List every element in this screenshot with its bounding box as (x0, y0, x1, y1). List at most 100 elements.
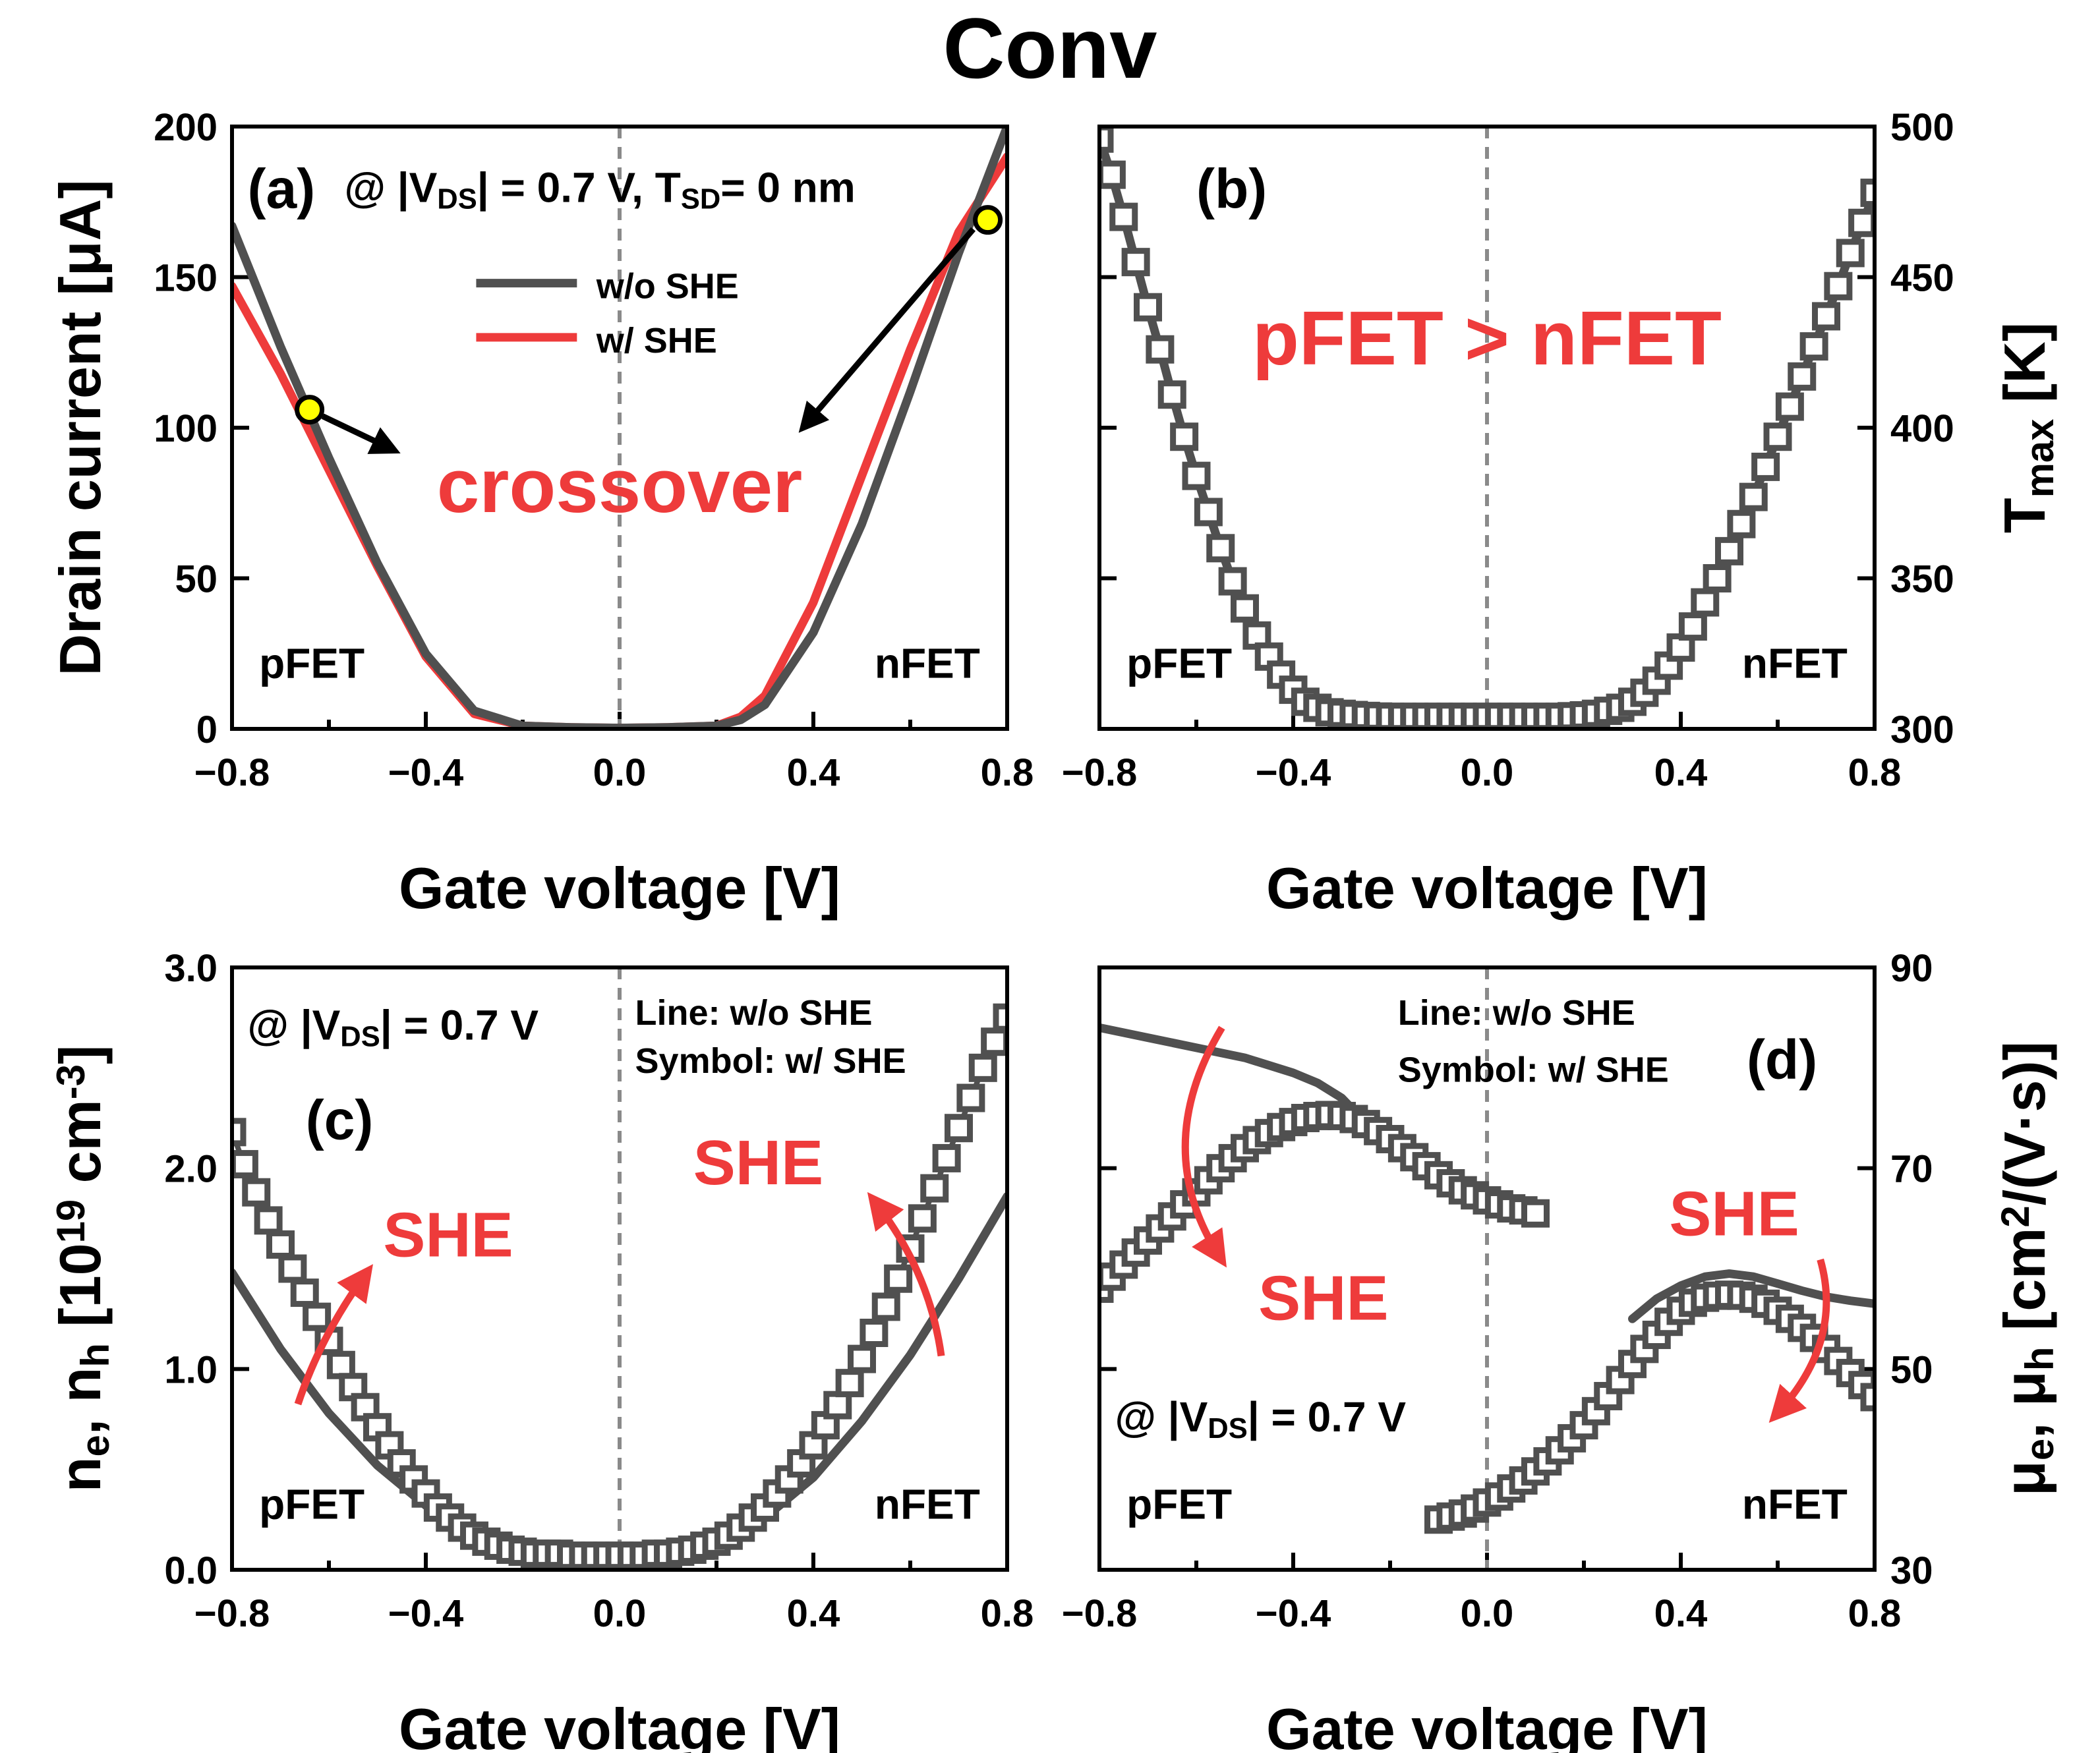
plot-area (1099, 127, 1875, 729)
panel-a: −0.8 −0.4 0.0 0.4 0.8 0 50 100 150 200 Gate voltag… (47, 106, 1034, 921)
x-tick-label: 0.0 (1461, 751, 1514, 794)
crossover-point (295, 395, 325, 425)
plot-frame (1097, 125, 1877, 731)
panel-c: −0.8 −0.4 0.0 0.4 0.8 0.0 1.0 2.0 3.0 Gate voltag… (47, 947, 1034, 1753)
panel-label: (a) (248, 158, 316, 219)
series-marker-w-she (290, 1279, 319, 1308)
series-marker-w-she (908, 1204, 937, 1233)
y-tick-label: 70 (1890, 1148, 1933, 1191)
series-marker-w-she (242, 1178, 271, 1207)
series-marker-w-she (968, 1053, 997, 1082)
x-tick-label: 0.0 (1461, 1592, 1514, 1635)
series-marker-tmax (1099, 127, 1114, 153)
nfet-label: nFET (875, 1480, 980, 1528)
series-marker-tmax (1182, 461, 1211, 490)
series-marker-tmax (1812, 302, 1840, 331)
crossover-arrow-left (321, 413, 401, 454)
pfet-label: pFET (259, 639, 365, 687)
x-tick-label: 0.0 (593, 751, 647, 794)
series-marker-tmax (1788, 362, 1817, 391)
y-tick-label: 400 (1890, 407, 1954, 450)
y-tick-label: 150 (154, 257, 218, 300)
series-marker-tmax (1231, 594, 1259, 623)
series-marker-tmax (1121, 248, 1150, 277)
she-arrow-left (1181, 1025, 1227, 1268)
nfet-label: nFET (1742, 639, 1848, 687)
series-marker-w-she (956, 1083, 985, 1112)
series-marker-w-she-holes (1521, 1199, 1550, 1228)
she-label-right: SHE (1669, 1179, 1799, 1250)
x-tick-label: 0.8 (1848, 751, 1902, 794)
legend-symbol-label: Symbol: w/ SHE (1398, 1050, 1669, 1090)
y-tick-label: 0 (196, 708, 218, 751)
legend-line-label: Line: w/o SHE (635, 993, 873, 1033)
series-marker-tmax (1146, 335, 1175, 364)
series-marker-tmax (1218, 567, 1247, 596)
series-marker-tmax (1099, 160, 1126, 189)
she-label-left: SHE (383, 1200, 513, 1271)
y-tick-label: 0.0 (164, 1549, 218, 1592)
y-tick-label: 350 (1890, 558, 1954, 601)
y-tick-label: 2.0 (164, 1148, 218, 1191)
plot-frame (230, 965, 1009, 1572)
she-label-right: SHE (693, 1128, 823, 1198)
series-marker-w-she (278, 1254, 307, 1283)
x-tick-label: 0.4 (1654, 751, 1708, 794)
series-marker-tmax (1848, 208, 1875, 237)
series-marker-w-she (266, 1230, 295, 1259)
series-marker-tmax (1194, 498, 1223, 527)
series-marker-w-she (884, 1264, 913, 1293)
panel-d: −0.8 −0.4 0.0 0.4 0.830 50 70 90 Gate voltage [V… (1062, 947, 2062, 1753)
legend-label-wo-she: w/o SHE (596, 266, 739, 306)
x-tick-label: 0.4 (787, 1592, 840, 1635)
series-marker-w-she (303, 1302, 332, 1331)
x-axis-label: Gate voltage [V] (1266, 855, 1708, 921)
series-marker-tmax (1799, 332, 1828, 361)
y-axis-label: Drain current [μA] (47, 179, 113, 675)
she-arrow-right (1768, 1258, 1830, 1423)
she-label-left: SHE (1258, 1263, 1388, 1334)
panel-label: (d) (1747, 1029, 1817, 1091)
crossover-arrow-right (798, 227, 976, 433)
she-arrow-right (867, 1192, 945, 1357)
series-marker-w-she (387, 1449, 416, 1478)
condition-label: @ |VDS| = 0.7 V (248, 1002, 539, 1053)
series-marker-w-she (981, 1027, 1007, 1056)
series-marker-tmax (1763, 422, 1792, 451)
comparison-annotation: pFET > nFET (1252, 295, 1722, 381)
series-marker-tmax (1170, 422, 1199, 451)
series-marker-tmax (1860, 179, 1875, 208)
series-marker-tmax (1727, 509, 1756, 538)
y-axis-label: ne, nh [1019 cm-3] (47, 1045, 117, 1493)
x-tick-label: 0.8 (981, 1592, 1034, 1635)
x-tick-label: −0.8 (194, 751, 270, 794)
condition-label: @ |VDS| = 0.7 V (1115, 1393, 1407, 1445)
series-marker-tmax (1157, 380, 1186, 409)
panel-label: (b) (1196, 158, 1267, 219)
y-tick-label: 50 (1890, 1348, 1933, 1391)
x-tick-label: 0.8 (981, 751, 1034, 794)
she-arrow-left (294, 1264, 373, 1406)
x-tick-label: −0.4 (388, 751, 464, 794)
pfet-label: pFET (1126, 1480, 1232, 1528)
panel-label: (c) (306, 1089, 374, 1151)
plot-area (232, 1003, 1007, 1570)
y-axis-label: μe, μh [cm2/(V·s)] (1992, 1041, 2062, 1496)
y-tick-label: 500 (1890, 106, 1954, 149)
series-marker-w-she (254, 1206, 283, 1235)
x-tick-label: −0.8 (1062, 1592, 1138, 1635)
figure-title: Conv (943, 0, 1157, 96)
x-axis-label: Gate voltage [V] (1266, 1696, 1708, 1753)
series-marker-tmax (1775, 392, 1804, 421)
series-marker-w-she (993, 1003, 1007, 1032)
y-tick-label: 3.0 (164, 947, 218, 990)
series-marker-w-she-electrons (1860, 1383, 1875, 1412)
y-tick-label: 90 (1890, 947, 1933, 990)
series-line-tmax (1099, 134, 1875, 722)
pfet-label: pFET (259, 1480, 365, 1528)
x-tick-label: −0.4 (1256, 751, 1331, 794)
series-marker-tmax (1824, 272, 1853, 301)
crossover-point (973, 205, 1003, 235)
x-tick-label: −0.4 (1256, 1592, 1331, 1635)
